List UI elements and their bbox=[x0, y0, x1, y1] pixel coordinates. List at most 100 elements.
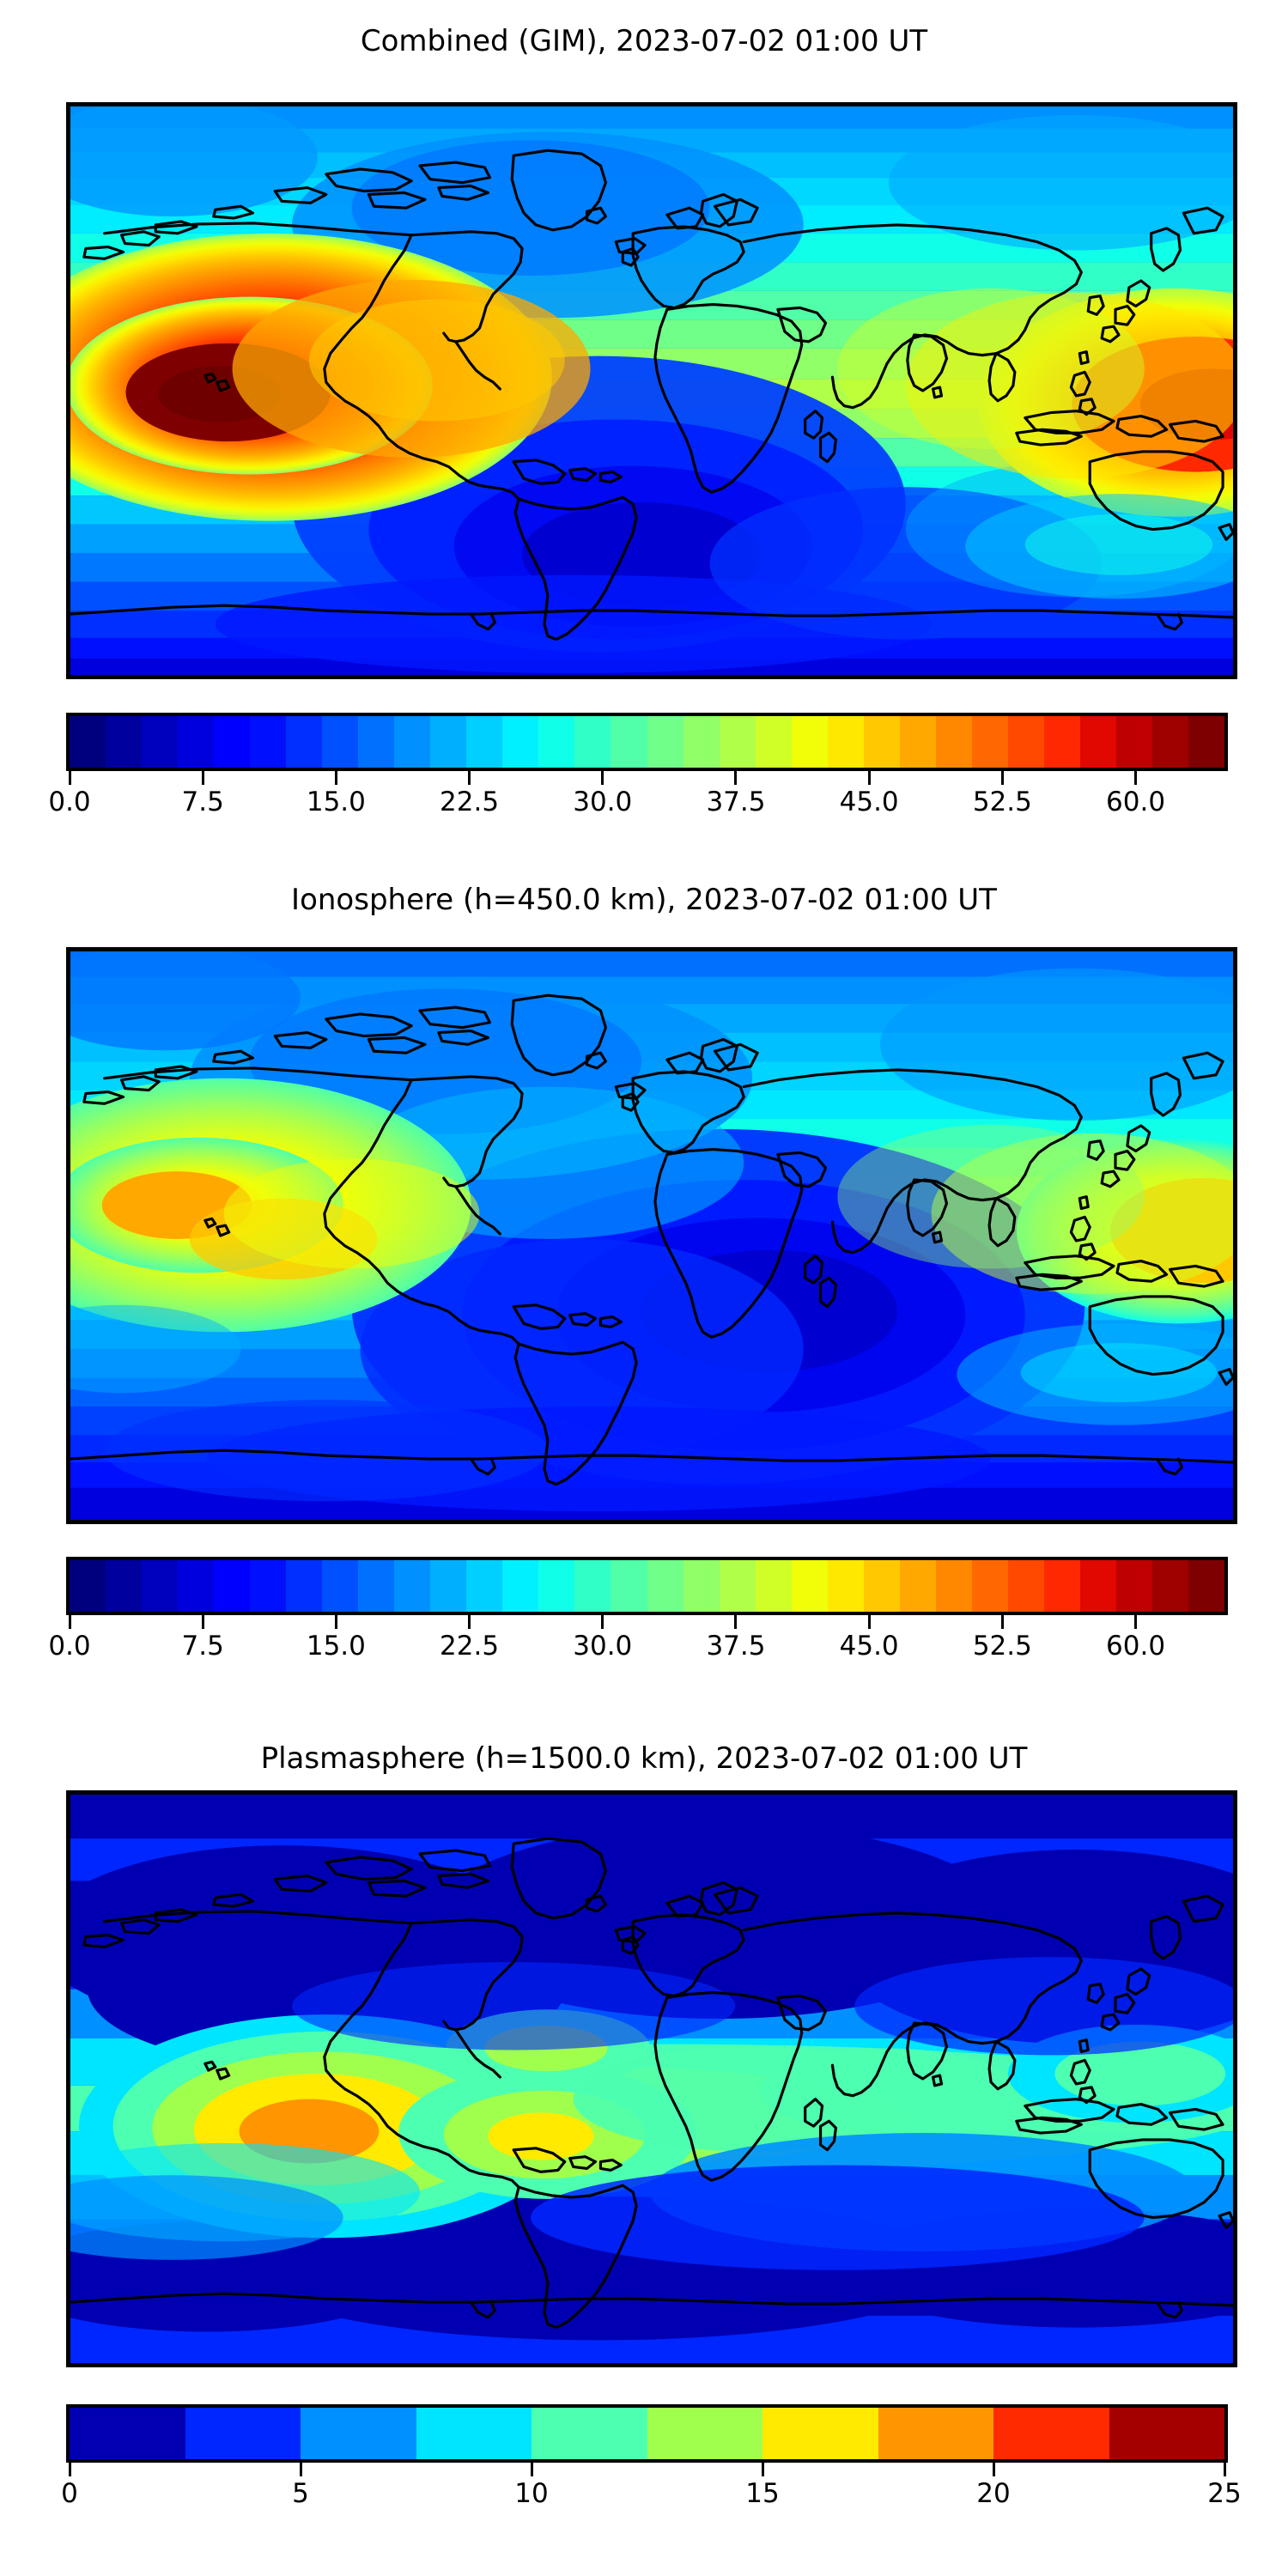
colorbar-segment bbox=[532, 2408, 647, 2459]
colorbar-segment bbox=[1115, 1560, 1152, 1612]
colorbar-segment bbox=[647, 2408, 762, 2459]
colorbar-segment bbox=[971, 1560, 1008, 1612]
colorbar-segment bbox=[1115, 716, 1152, 768]
map-combined-gim bbox=[66, 102, 1237, 679]
colorbar-tick-label: 7.5 bbox=[181, 1631, 224, 1662]
colorbar-segment bbox=[538, 1560, 575, 1612]
colorbar-segment bbox=[416, 2408, 532, 2459]
colorbar-tick-mark bbox=[68, 1615, 71, 1629]
colorbar-segment bbox=[899, 1560, 936, 1612]
colorbar-segment bbox=[611, 1560, 647, 1612]
colorbar-segment bbox=[466, 716, 503, 768]
colorbar-segment bbox=[1043, 716, 1080, 768]
colorbar-segment bbox=[301, 2408, 416, 2459]
colorbar-tick-label: 5 bbox=[292, 2478, 309, 2509]
colorbar-segment bbox=[178, 716, 215, 768]
colorbar-segment bbox=[142, 716, 179, 768]
colorbar-tick-mark bbox=[1000, 771, 1004, 785]
colorbar-segment bbox=[466, 1560, 503, 1612]
colorbar-ionosphere: 0.0 7.5 15.0 22.5 30.0 37.5 45.0 52.5 60.0 bbox=[48, 1557, 1228, 1662]
colorbar-tick-mark bbox=[867, 1615, 871, 1629]
colorbar-segment bbox=[762, 2408, 878, 2459]
colorbar-tick-mark bbox=[468, 1615, 471, 1629]
map-ionosphere bbox=[66, 947, 1237, 1524]
colorbar-plasmasphere-ticks: 0 5 10 15 20 25 bbox=[61, 2463, 1242, 2509]
colorbar-ionosphere-strip bbox=[66, 1557, 1228, 1615]
colorbar-tick-mark bbox=[1000, 1615, 1004, 1629]
colorbar-plasmasphere-strip bbox=[66, 2404, 1228, 2463]
colorbar-tick-label: 52.5 bbox=[972, 1631, 1032, 1662]
colorbar-segment bbox=[178, 1560, 215, 1612]
colorbar-segment bbox=[142, 1560, 179, 1612]
colorbar-segment bbox=[1079, 716, 1116, 768]
colorbar-tick-label: 7.5 bbox=[181, 787, 224, 817]
colorbar-segment bbox=[611, 716, 647, 768]
colorbar-tick-mark bbox=[734, 1615, 738, 1629]
colorbar-tick-mark bbox=[530, 2463, 533, 2476]
colorbar-segment bbox=[430, 716, 467, 768]
colorbar-tick-mark bbox=[992, 2463, 995, 2476]
colorbar-segment bbox=[1043, 1560, 1080, 1612]
colorbar-tick-label: 25 bbox=[1207, 2478, 1242, 2509]
colorbar-segment bbox=[1007, 716, 1044, 768]
colorbar-tick-mark bbox=[601, 771, 605, 785]
colorbar-segment bbox=[185, 2408, 301, 2459]
colorbar-segment bbox=[791, 1560, 828, 1612]
colorbar-segment bbox=[214, 1560, 251, 1612]
page-title-combined: Combined (GIM), 2023-07-02 01:00 UT bbox=[360, 24, 928, 58]
colorbar-segment bbox=[899, 716, 936, 768]
colorbar-segment bbox=[755, 716, 792, 768]
colorbar-segment bbox=[106, 716, 143, 768]
colorbar-tick-label: 30.0 bbox=[573, 787, 633, 817]
colorbar-segment bbox=[430, 1560, 467, 1612]
colorbar-segment bbox=[1079, 1560, 1116, 1612]
colorbar-segment bbox=[250, 1560, 287, 1612]
colorbar-tick-mark bbox=[867, 771, 871, 785]
colorbar-segment bbox=[70, 1560, 106, 1612]
page-title-plasmasphere: Plasmasphere (h=1500.0 km), 2023-07-02 0… bbox=[260, 1741, 1028, 1776]
combined-gim-panel: Combined (GIM), 2023-07-02 01:00 UT bbox=[0, 0, 1288, 859]
colorbar-segment bbox=[791, 716, 828, 768]
colorbar-segment bbox=[70, 716, 106, 768]
map-plasmasphere bbox=[66, 1790, 1237, 2367]
page-title-ionosphere: Ionosphere (h=450.0 km), 2023-07-02 01:0… bbox=[291, 883, 997, 917]
colorbar-tick-label: 60.0 bbox=[1106, 787, 1166, 817]
colorbar-tick-mark bbox=[468, 771, 471, 785]
colorbar-segment bbox=[719, 1560, 756, 1612]
colorbar-segment bbox=[1151, 1560, 1188, 1612]
colorbar-segment bbox=[1007, 1560, 1044, 1612]
colorbar-tick-label: 45.0 bbox=[839, 1631, 899, 1662]
colorbar-tick-mark bbox=[299, 2463, 302, 2476]
ionosphere-panel: Ionosphere (h=450.0 km), 2023-07-02 01:0… bbox=[0, 859, 1288, 1717]
colorbar-segment bbox=[719, 716, 756, 768]
colorbar-segment bbox=[993, 2408, 1109, 2459]
colorbar-segment bbox=[502, 716, 539, 768]
colorbar-tick-label: 0.0 bbox=[48, 787, 91, 817]
colorbar-tick-mark bbox=[334, 771, 337, 785]
colorbar-segment bbox=[863, 1560, 900, 1612]
colorbar-segment bbox=[106, 1560, 143, 1612]
colorbar-segment bbox=[322, 716, 359, 768]
colorbar-tick-mark bbox=[734, 771, 738, 785]
colorbar-tick-label: 15.0 bbox=[306, 1631, 366, 1662]
colorbar-segment bbox=[574, 1560, 611, 1612]
colorbar-segment bbox=[502, 1560, 539, 1612]
colorbar-plasmasphere: 0 5 10 15 20 25 bbox=[61, 2404, 1242, 2509]
colorbar-tick-mark bbox=[201, 771, 204, 785]
colorbar-segment bbox=[935, 716, 972, 768]
plasmasphere-panel: Plasmasphere (h=1500.0 km), 2023-07-02 0… bbox=[0, 1717, 1288, 2576]
colorbar-segment bbox=[935, 1560, 972, 1612]
map-svg-combined bbox=[70, 106, 1233, 675]
colorbar-segment bbox=[827, 1560, 864, 1612]
colorbar-segment bbox=[322, 1560, 359, 1612]
colorbar-tick-label: 30.0 bbox=[573, 1631, 633, 1662]
colorbar-segment bbox=[250, 716, 287, 768]
colorbar-segment bbox=[1109, 2408, 1224, 2459]
colorbar-tick-mark bbox=[1134, 1615, 1138, 1629]
colorbar-combined-gim: 0.0 7.5 15.0 22.5 30.0 37.5 45.0 52.5 60.0 bbox=[48, 713, 1228, 817]
colorbar-segment bbox=[574, 716, 611, 768]
colorbar-tick-label: 15 bbox=[745, 2478, 780, 2509]
colorbar-segment bbox=[1188, 716, 1224, 768]
colorbar-segment bbox=[286, 716, 323, 768]
